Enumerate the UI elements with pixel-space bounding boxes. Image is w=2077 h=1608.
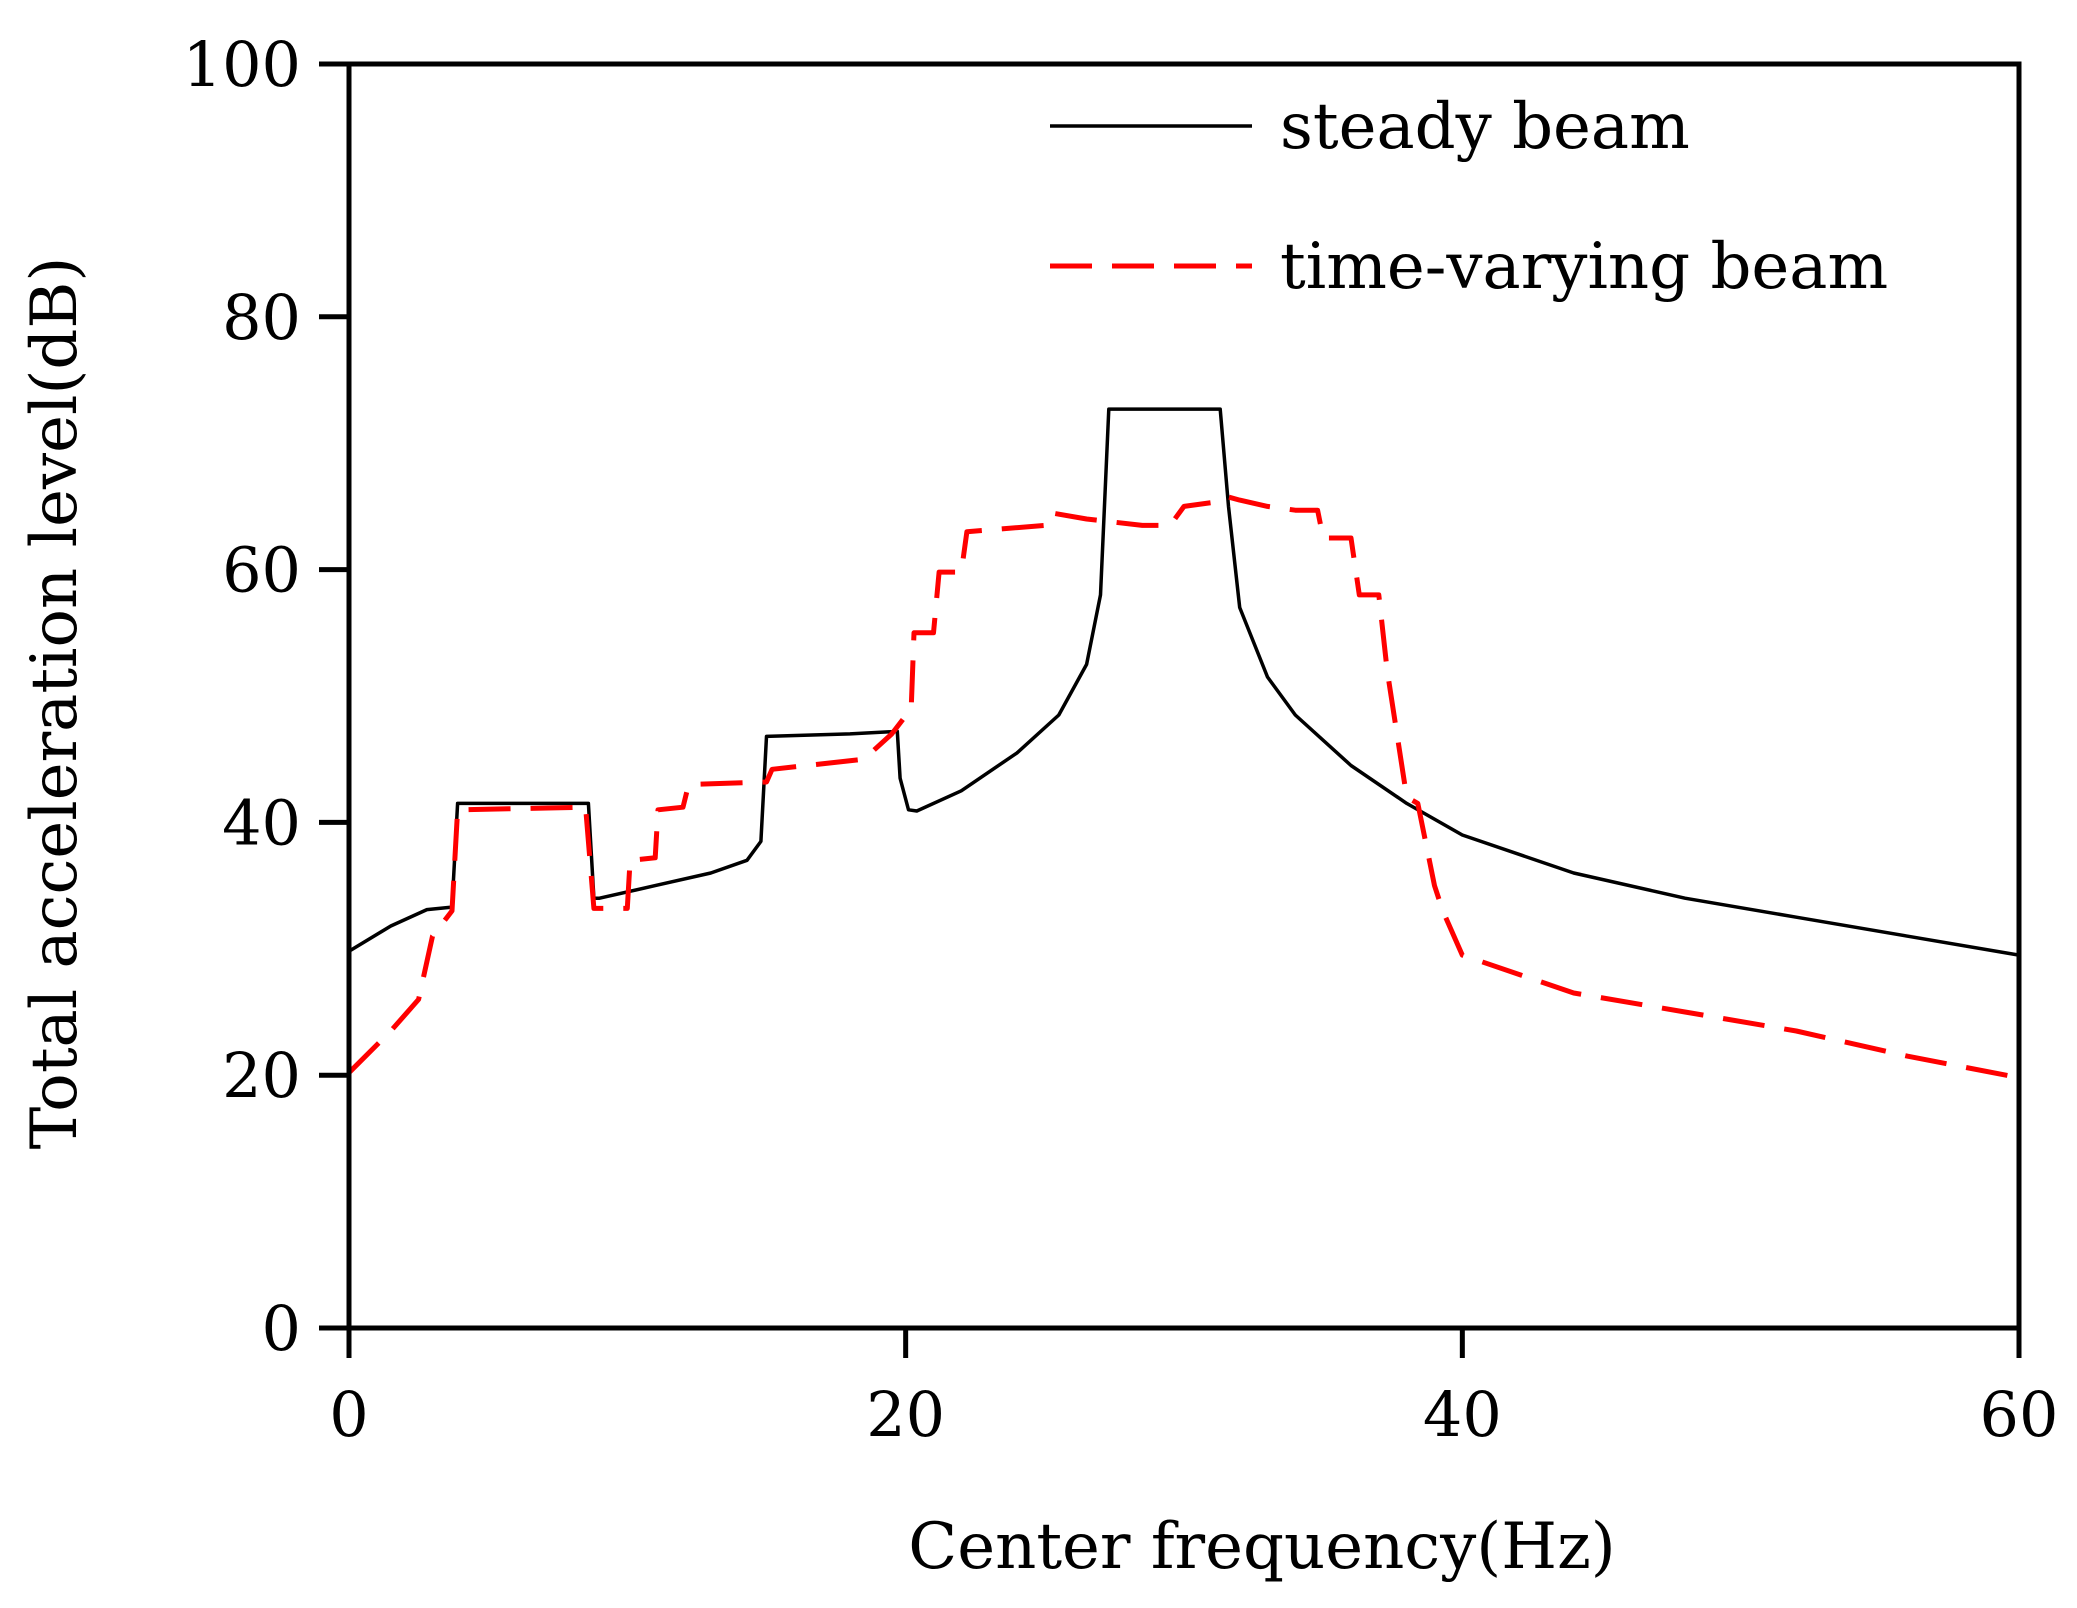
plot-frame (346, 61, 2022, 1331)
legend-label-time-varying-beam: time-varying beam (1280, 230, 1888, 304)
x-tick-label: 60 (1980, 1378, 2059, 1451)
y-tick-label: 40 (222, 786, 301, 859)
legend-label-steady-beam: steady beam (1280, 90, 1690, 164)
y-axis-title: Total acceleration level(dB) (18, 257, 92, 1150)
series-line-time-varying-beam (347, 493, 2020, 1081)
y-tick-label: 60 (222, 534, 301, 607)
y-tick-label: 100 (183, 28, 301, 101)
x-tick-label: 40 (1423, 1378, 1502, 1451)
y-tick-label: 20 (222, 1039, 301, 1112)
x-tick-label: 20 (866, 1378, 945, 1451)
series-line-steady-beam (348, 407, 2020, 957)
y-tick-label: 0 (262, 1292, 301, 1365)
y-tick-label: 80 (222, 281, 301, 354)
legend: steady beam time-varying beam (1050, 90, 1888, 304)
x-axis-title: Center frequency(Hz) (908, 1510, 1616, 1584)
x-tick-label: 0 (329, 1378, 368, 1451)
series-layer (347, 407, 2020, 1081)
tick-layer: 0 20 40 60 0 20 40 60 80 100 (183, 28, 2059, 1451)
